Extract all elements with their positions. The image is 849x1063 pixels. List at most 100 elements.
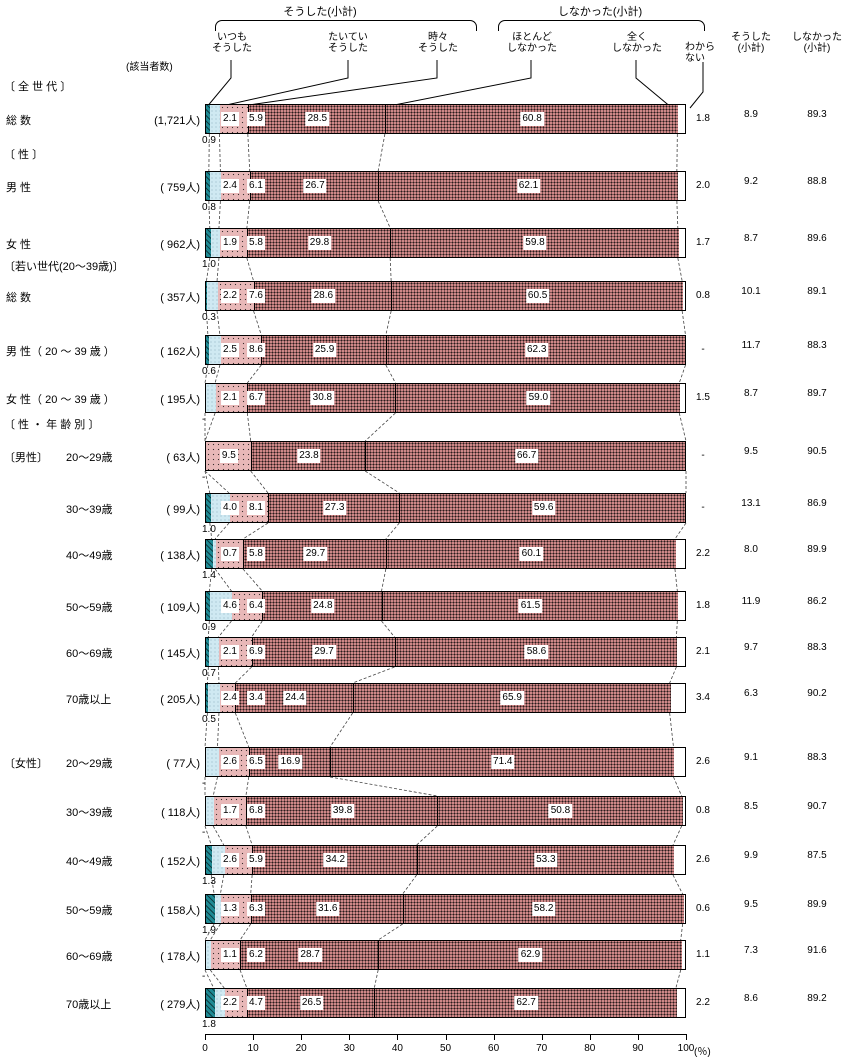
subtotal-didnot: 88.3 xyxy=(807,752,827,763)
section-title-wakai: 〔若い世代(20～39歳)〕 xyxy=(4,261,124,273)
bar-value-label: 58.2 xyxy=(531,902,556,916)
value-wakaranai: 2.2 xyxy=(696,997,710,1008)
subtotal-did: 8.9 xyxy=(744,109,758,120)
axis-tick-label: 80 xyxy=(584,1043,596,1054)
bar-value-label-below: - xyxy=(202,971,206,982)
value-wakaranai: 1.1 xyxy=(696,949,710,960)
bar-segment-taitei xyxy=(207,282,219,310)
legend-wakaranai-line1: わから xyxy=(685,42,715,53)
bar-value-label: 6.5 xyxy=(247,755,265,769)
row-name: 女 性 xyxy=(6,239,32,251)
axis-tick-label: 0 xyxy=(202,1043,208,1054)
axis-tick-label: 90 xyxy=(632,1043,644,1054)
section-title-sei: 〔 性 〕 xyxy=(4,149,44,161)
bar-value-label: 39.8 xyxy=(330,804,355,818)
row-name: 20～29歳 xyxy=(66,452,113,464)
right-col-header-didnot-line2: (小計) xyxy=(803,43,831,54)
subtotal-did: 8.6 xyxy=(744,993,758,1004)
bar-segment-wakaranai xyxy=(683,895,685,923)
bar-value-label: 6.4 xyxy=(247,599,265,613)
bar-value-label: 23.8 xyxy=(297,449,321,463)
bar-value-label: 31.6 xyxy=(315,902,340,916)
bar-value-label-below: - xyxy=(202,414,206,425)
bar-value-label-below: 0.7 xyxy=(202,668,216,679)
bar-value-label: 62.1 xyxy=(516,179,541,193)
subtotal-did: 9.5 xyxy=(744,446,758,457)
axis-tick-label: 30 xyxy=(343,1043,355,1054)
axis-tick xyxy=(397,1034,399,1040)
stacked-bar: 9.5 23.8 66.7 xyxy=(205,441,686,471)
subtotal-didnot: 89.7 xyxy=(807,388,827,399)
count-column-header: (該当者数) xyxy=(126,62,173,73)
stacked-bar: 4.6 6.4 24.8 61.5 xyxy=(205,591,686,621)
legend-taitei-line1: たいてい xyxy=(328,32,368,43)
row-count: ( 77人) xyxy=(166,758,200,770)
bar-value-label: 6.3 xyxy=(247,902,265,916)
right-col-header-did-line2: (小計) xyxy=(737,43,765,54)
value-wakaranai: 2.6 xyxy=(696,756,710,767)
stacked-bar: 2.1 5.9 28.5 60.8 xyxy=(205,104,686,134)
stacked-bar: 2.6 6.5 16.9 71.4 xyxy=(205,747,686,777)
stacked-bar: 2.1 6.9 29.7 58.6 xyxy=(205,637,686,667)
legend-hotondo-line2: しなかった xyxy=(507,43,557,54)
bar-segment-taitei xyxy=(210,229,220,257)
bar-value-label-below: 0.5 xyxy=(202,714,216,725)
legend-hotondo-line1: ほとんど xyxy=(512,32,552,43)
bar-segment-taitei xyxy=(209,172,222,200)
subtotal-didnot: 89.1 xyxy=(807,286,827,297)
legend-tokidoki-line1: 時々 xyxy=(428,32,448,43)
row-count: ( 962人) xyxy=(160,239,200,251)
legend-wakaranai: わから ない xyxy=(685,42,729,64)
bar-value-label: 4.0 xyxy=(221,501,239,515)
row-group-prefix: 〔男性〕 xyxy=(4,452,48,464)
axis-tick-label: 10 xyxy=(247,1043,259,1054)
bar-value-label: 6.2 xyxy=(247,948,265,962)
bar-segment-wakaranai xyxy=(676,989,685,1017)
bar-value-label: 6.8 xyxy=(247,804,265,818)
row-name: 50～59歳 xyxy=(66,905,113,917)
subtotal-did: 8.7 xyxy=(744,388,758,399)
bar-value-label-below: 1.3 xyxy=(202,876,216,887)
subtotal-didnot: 89.2 xyxy=(807,993,827,1004)
bar-segment-wakaranai xyxy=(683,282,685,310)
bar-value-label: 58.6 xyxy=(524,645,549,659)
bar-segment-taitei xyxy=(208,336,221,364)
bar-segment-wakaranai xyxy=(670,684,685,712)
subtotal-did: 9.7 xyxy=(744,642,758,653)
legend-taitei: たいてい そうした xyxy=(318,32,378,54)
subtotal-did: 10.1 xyxy=(741,286,761,297)
stacked-bar: 0.7 5.8 29.7 60.1 xyxy=(205,539,686,569)
bar-value-label: 59.0 xyxy=(526,391,551,405)
bar-segment-itsumo xyxy=(206,494,211,522)
bar-value-label: 62.3 xyxy=(524,343,549,357)
bar-segment-itsumo xyxy=(206,592,211,620)
bar-segment-itsumo xyxy=(206,172,210,200)
bar-value-label: 4.7 xyxy=(247,996,265,1010)
value-wakaranai: 3.4 xyxy=(696,692,710,703)
bar-segment-itsumo xyxy=(206,846,213,874)
value-wakaranai: - xyxy=(701,502,705,513)
subtotal-didnot: 88.8 xyxy=(807,176,827,187)
row-count: ( 357人) xyxy=(160,292,200,304)
subtotal-didnot: 89.3 xyxy=(807,109,827,120)
bar-value-label: 25.9 xyxy=(312,343,337,357)
row-name: 70歳以上 xyxy=(66,694,112,706)
subtotal-did: 8.0 xyxy=(744,544,758,555)
bar-value-label: 62.9 xyxy=(518,948,543,962)
bar-value-label: 4.6 xyxy=(221,599,239,613)
axis-tick xyxy=(541,1034,543,1040)
right-col-header-didnot: しなかった (小計) xyxy=(786,32,848,54)
row-name: 60～69歳 xyxy=(66,648,113,660)
bar-segment-hotondo xyxy=(251,442,367,470)
bar-value-label: 60.5 xyxy=(525,289,550,303)
bar-value-label: 59.6 xyxy=(531,501,556,515)
value-wakaranai: - xyxy=(701,450,705,461)
stacked-bar: 2.6 5.9 34.2 53.3 xyxy=(205,845,686,875)
bar-value-label: 59.8 xyxy=(523,236,547,250)
subtotal-did: 7.3 xyxy=(744,945,758,956)
bar-value-label: 71.4 xyxy=(491,755,515,769)
row-name: 60～69歳 xyxy=(66,951,113,963)
bar-value-label: 2.4 xyxy=(221,691,239,705)
right-col-header-did-line1: そうした xyxy=(731,32,771,43)
bar-value-label-below: 0.9 xyxy=(202,135,216,146)
